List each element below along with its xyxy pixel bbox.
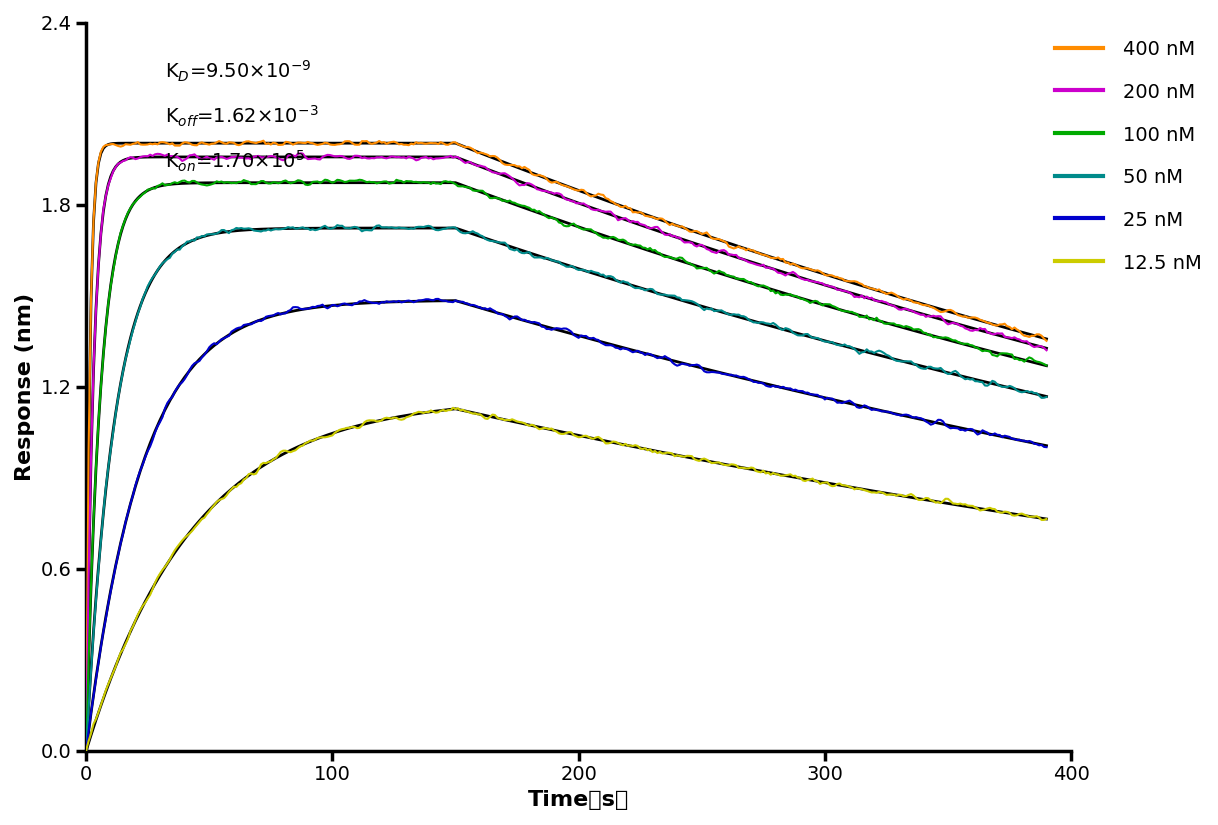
- 100 nM: [983, 346, 998, 356]
- 100 nM: [386, 177, 401, 187]
- 200 nM: [983, 328, 998, 338]
- 50 nM: [923, 362, 938, 372]
- 12.5 nM: [882, 490, 896, 500]
- 25 nM: [384, 297, 398, 307]
- 25 nM: [923, 420, 938, 430]
- 50 nM: [1039, 392, 1054, 402]
- 100 nM: [294, 176, 308, 186]
- 12.5 nM: [983, 503, 998, 513]
- 200 nM: [1039, 346, 1054, 356]
- 25 nM: [294, 304, 308, 314]
- 400 nM: [983, 318, 998, 328]
- 50 nM: [983, 379, 998, 389]
- 200 nM: [882, 299, 896, 309]
- 200 nM: [79, 746, 94, 756]
- 400 nM: [1039, 336, 1054, 346]
- 200 nM: [923, 312, 938, 322]
- 25 nM: [882, 407, 896, 417]
- Y-axis label: Response (nm): Response (nm): [15, 293, 35, 481]
- 400 nM: [923, 302, 938, 312]
- 400 nM: [256, 136, 270, 146]
- 100 nM: [882, 318, 896, 328]
- 12.5 nM: [704, 458, 719, 468]
- Line: 12.5 nM: 12.5 nM: [86, 408, 1046, 751]
- 200 nM: [294, 148, 308, 158]
- 50 nM: [79, 747, 94, 757]
- Line: 25 nM: 25 nM: [86, 299, 1046, 750]
- 100 nM: [318, 175, 333, 185]
- Line: 200 nM: 200 nM: [86, 153, 1046, 751]
- 25 nM: [704, 367, 719, 377]
- 12.5 nM: [79, 746, 94, 756]
- Line: 400 nM: 400 nM: [86, 141, 1046, 750]
- 400 nM: [704, 233, 719, 243]
- 200 nM: [704, 247, 719, 257]
- 400 nM: [296, 138, 311, 148]
- Text: K$_D$=9.50×10$^{-9}$
K$_{off}$=1.62×10$^{-3}$
K$_{on}$=1.70×10$^5$: K$_D$=9.50×10$^{-9}$ K$_{off}$=1.62×10$^…: [164, 59, 319, 174]
- 50 nM: [330, 220, 345, 230]
- 100 nM: [79, 745, 94, 755]
- 100 nM: [923, 330, 938, 340]
- 50 nM: [294, 223, 308, 233]
- 50 nM: [704, 304, 719, 314]
- 12.5 nM: [294, 441, 308, 451]
- 12.5 nM: [923, 495, 938, 505]
- Legend: 400 nM, 200 nM, 100 nM, 50 nM, 25 nM, 12.5 nM: 400 nM, 200 nM, 100 nM, 50 nM, 25 nM, 12…: [1046, 32, 1209, 281]
- 400 nM: [882, 289, 896, 299]
- 200 nM: [296, 148, 311, 158]
- X-axis label: Time（s）: Time（s）: [529, 790, 630, 810]
- 12.5 nM: [384, 413, 398, 423]
- 12.5 nM: [1039, 514, 1054, 524]
- 25 nM: [431, 294, 446, 304]
- 25 nM: [79, 745, 94, 755]
- 100 nM: [704, 266, 719, 276]
- 12.5 nM: [446, 403, 460, 412]
- 400 nM: [386, 137, 401, 147]
- 200 nM: [386, 152, 401, 162]
- Line: 100 nM: 100 nM: [86, 180, 1046, 750]
- 50 nM: [882, 351, 896, 361]
- 100 nM: [1039, 361, 1054, 370]
- 50 nM: [386, 223, 401, 233]
- Line: 50 nM: 50 nM: [86, 225, 1046, 752]
- 25 nM: [983, 430, 998, 440]
- 25 nM: [1039, 442, 1054, 452]
- 400 nM: [79, 745, 94, 755]
